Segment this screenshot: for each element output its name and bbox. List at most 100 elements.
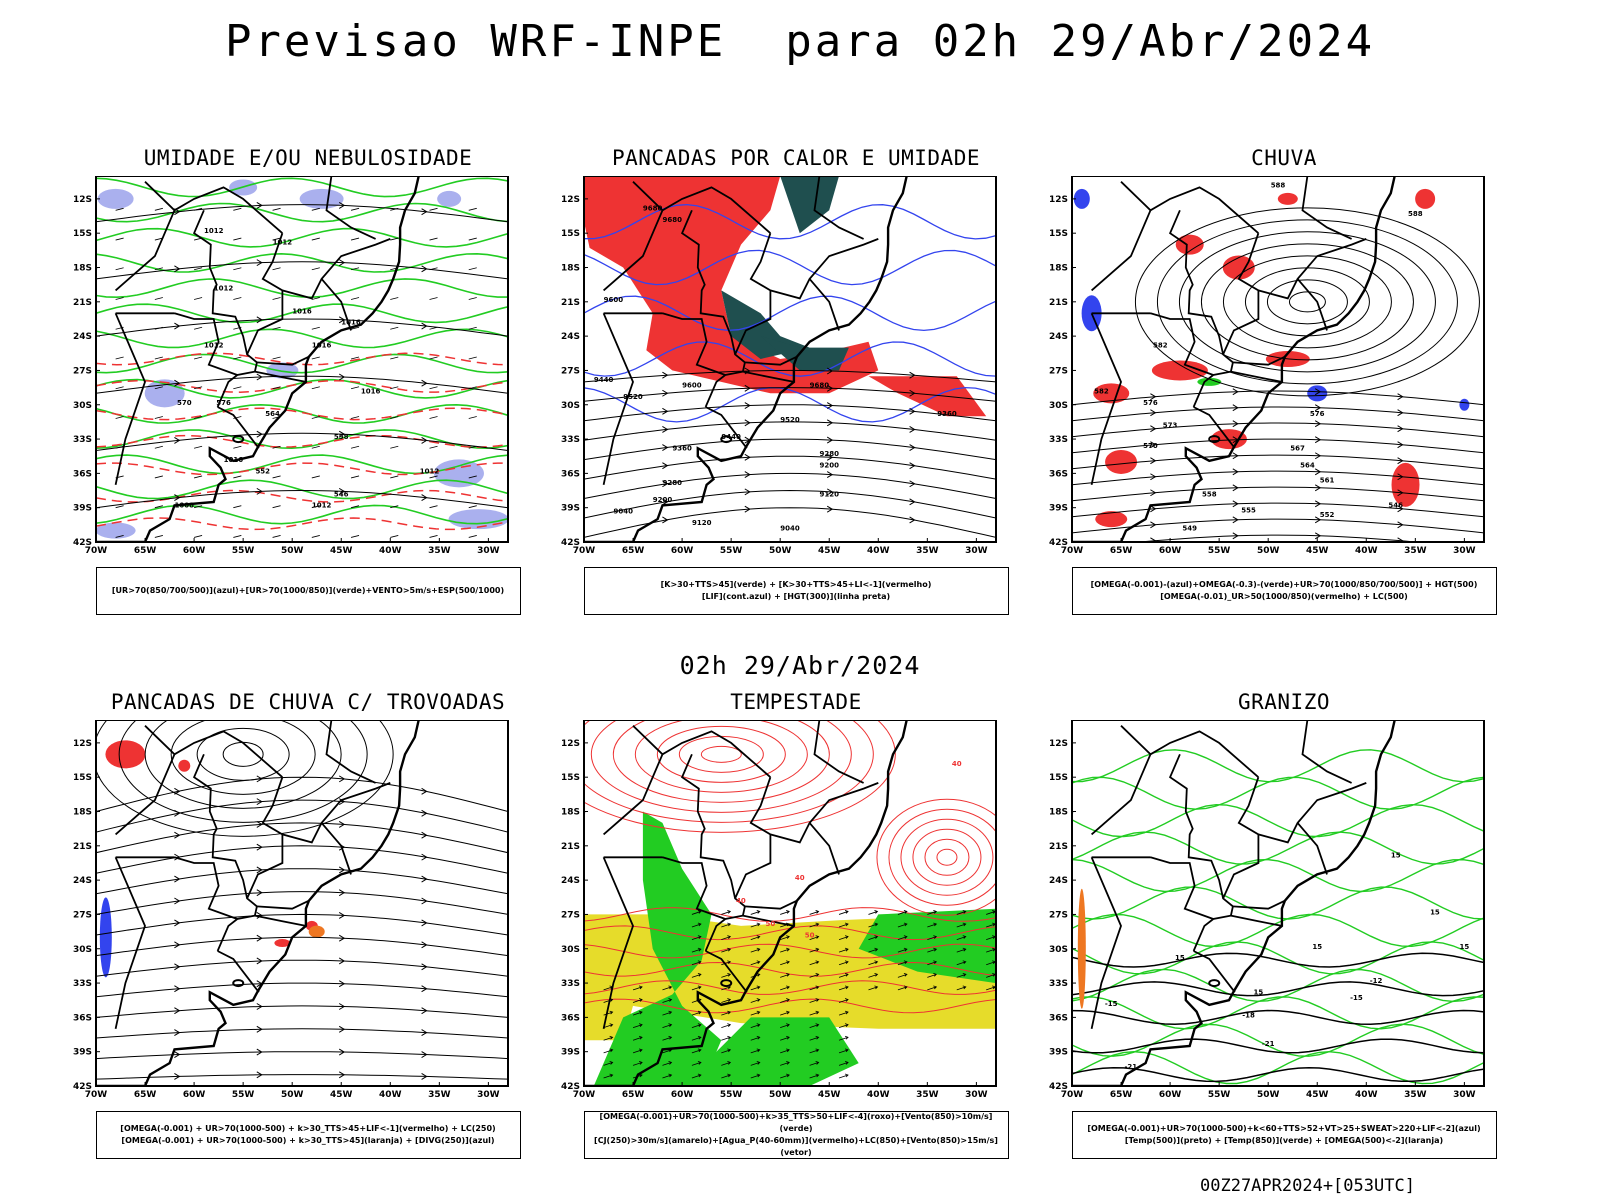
streamline-arrow	[421, 897, 428, 905]
wind-vector	[780, 1010, 790, 1016]
wind-vector	[233, 237, 242, 241]
panel-title: PANCADAS POR CALOR E UMIDADE	[611, 146, 980, 170]
streamline-arrow	[826, 384, 834, 392]
wind-vector	[429, 267, 438, 271]
wind-vector	[780, 935, 790, 940]
wind-vector	[390, 505, 399, 509]
wind-vector	[390, 386, 399, 390]
wind-vector	[780, 972, 790, 978]
wind-vector	[154, 475, 163, 479]
lon-tick-label: 45W	[818, 1090, 841, 1100]
wind-vector	[350, 267, 360, 271]
wind-vector	[193, 535, 203, 538]
lat-tick-label: 42S	[561, 1082, 580, 1092]
lon-tick-label: 70W	[85, 1090, 108, 1100]
country-border	[174, 186, 283, 234]
lon-tick-label: 45W	[1306, 1090, 1329, 1100]
country-border	[808, 822, 840, 875]
lat-tick-label: 27S	[1049, 910, 1068, 920]
contour-label: 1016	[361, 387, 381, 395]
contour-label: -21	[1125, 1063, 1138, 1071]
contour-label: 552	[1320, 511, 1335, 519]
lat-tick-label: 12S	[1049, 739, 1068, 749]
contour-label: 9280	[663, 479, 683, 487]
precipitable-water-contour	[936, 848, 958, 866]
lat-tick-label: 33S	[1049, 979, 1068, 989]
lon-tick-label: 50W	[1257, 546, 1280, 556]
streamline-arrow	[174, 787, 181, 795]
country-border	[1230, 370, 1283, 383]
wind-vector	[809, 1073, 820, 1079]
streamline-arrow	[338, 934, 346, 942]
streamline-arrow	[1314, 468, 1322, 476]
wind-vector	[750, 1048, 761, 1054]
rain-area	[1277, 192, 1298, 205]
lat-tick-label: 27S	[1049, 366, 1068, 376]
streamline-arrow	[338, 487, 346, 495]
country-border	[813, 720, 864, 784]
precipitable-water-contour	[900, 818, 994, 896]
streamline-arrow	[1232, 468, 1239, 476]
wind-vector	[838, 1048, 849, 1054]
lat-tick-label: 18S	[1049, 808, 1068, 818]
country-border	[1222, 834, 1260, 899]
hgt500-contour	[1072, 406, 1484, 422]
wind-vector	[809, 1010, 820, 1016]
country-border	[662, 312, 726, 376]
lat-tick-label: 39S	[73, 1048, 92, 1058]
streamline-arrow	[338, 202, 346, 209]
wind-vector	[233, 297, 242, 300]
wind-vector	[809, 960, 820, 966]
lon-tick-label: 55W	[232, 1090, 255, 1100]
wind-vector	[603, 1073, 614, 1079]
country-border	[192, 209, 258, 408]
wind-vector	[750, 935, 761, 940]
instability-area-red	[584, 176, 879, 394]
streamline-arrow	[256, 1048, 263, 1056]
wind-vector	[350, 475, 360, 479]
hgt500-contour	[1072, 502, 1484, 518]
wind-vector	[154, 207, 163, 211]
hgt300-contour	[584, 438, 996, 461]
lon-tick-label: 60W	[183, 546, 206, 556]
streamline-arrow	[338, 316, 346, 324]
omega-area	[1459, 398, 1470, 411]
lagoon	[720, 435, 733, 444]
precipitable-water-contour	[912, 828, 982, 886]
lc250-streamline	[96, 1028, 508, 1039]
lat-tick-label: 30S	[73, 401, 92, 411]
streamline-arrow	[256, 934, 263, 942]
lon-tick-label: 70W	[1061, 1090, 1084, 1100]
contour-label: 9600	[682, 382, 702, 390]
wind-vector	[956, 910, 967, 915]
streamline-arrow	[421, 1051, 428, 1058]
lat-tick-label: 42S	[561, 538, 580, 548]
wind-vector	[272, 237, 281, 241]
streamline-arrow	[1397, 489, 1404, 497]
coastline	[584, 176, 908, 542]
streamline-arrow	[1150, 441, 1157, 449]
wind-vector	[838, 1073, 849, 1079]
wind-vector	[468, 475, 477, 479]
contour-label: 9120	[819, 490, 839, 498]
wind-vector	[721, 1073, 732, 1079]
streamline-arrow	[662, 426, 669, 433]
wind-vector	[809, 947, 820, 953]
streamline-arrow	[826, 419, 834, 427]
streamline-arrow	[1314, 484, 1322, 492]
wind-vector	[154, 356, 163, 360]
contour-label: -18	[1242, 1011, 1255, 1019]
streamline-arrow	[174, 809, 181, 817]
wind-vector	[429, 297, 438, 300]
precipitable-water-contour	[888, 808, 996, 906]
streamline-arrow	[1314, 452, 1322, 460]
wind-vector	[468, 356, 477, 360]
lc850-contour	[584, 961, 996, 977]
streamline-arrow	[909, 407, 916, 415]
contour-label: -15	[1105, 1000, 1118, 1008]
country-border	[1120, 181, 1152, 211]
contour-label: 40	[736, 897, 746, 905]
humidity-area-upper	[437, 190, 462, 207]
country-border	[174, 312, 238, 376]
precipitable-water-contour	[876, 798, 996, 916]
